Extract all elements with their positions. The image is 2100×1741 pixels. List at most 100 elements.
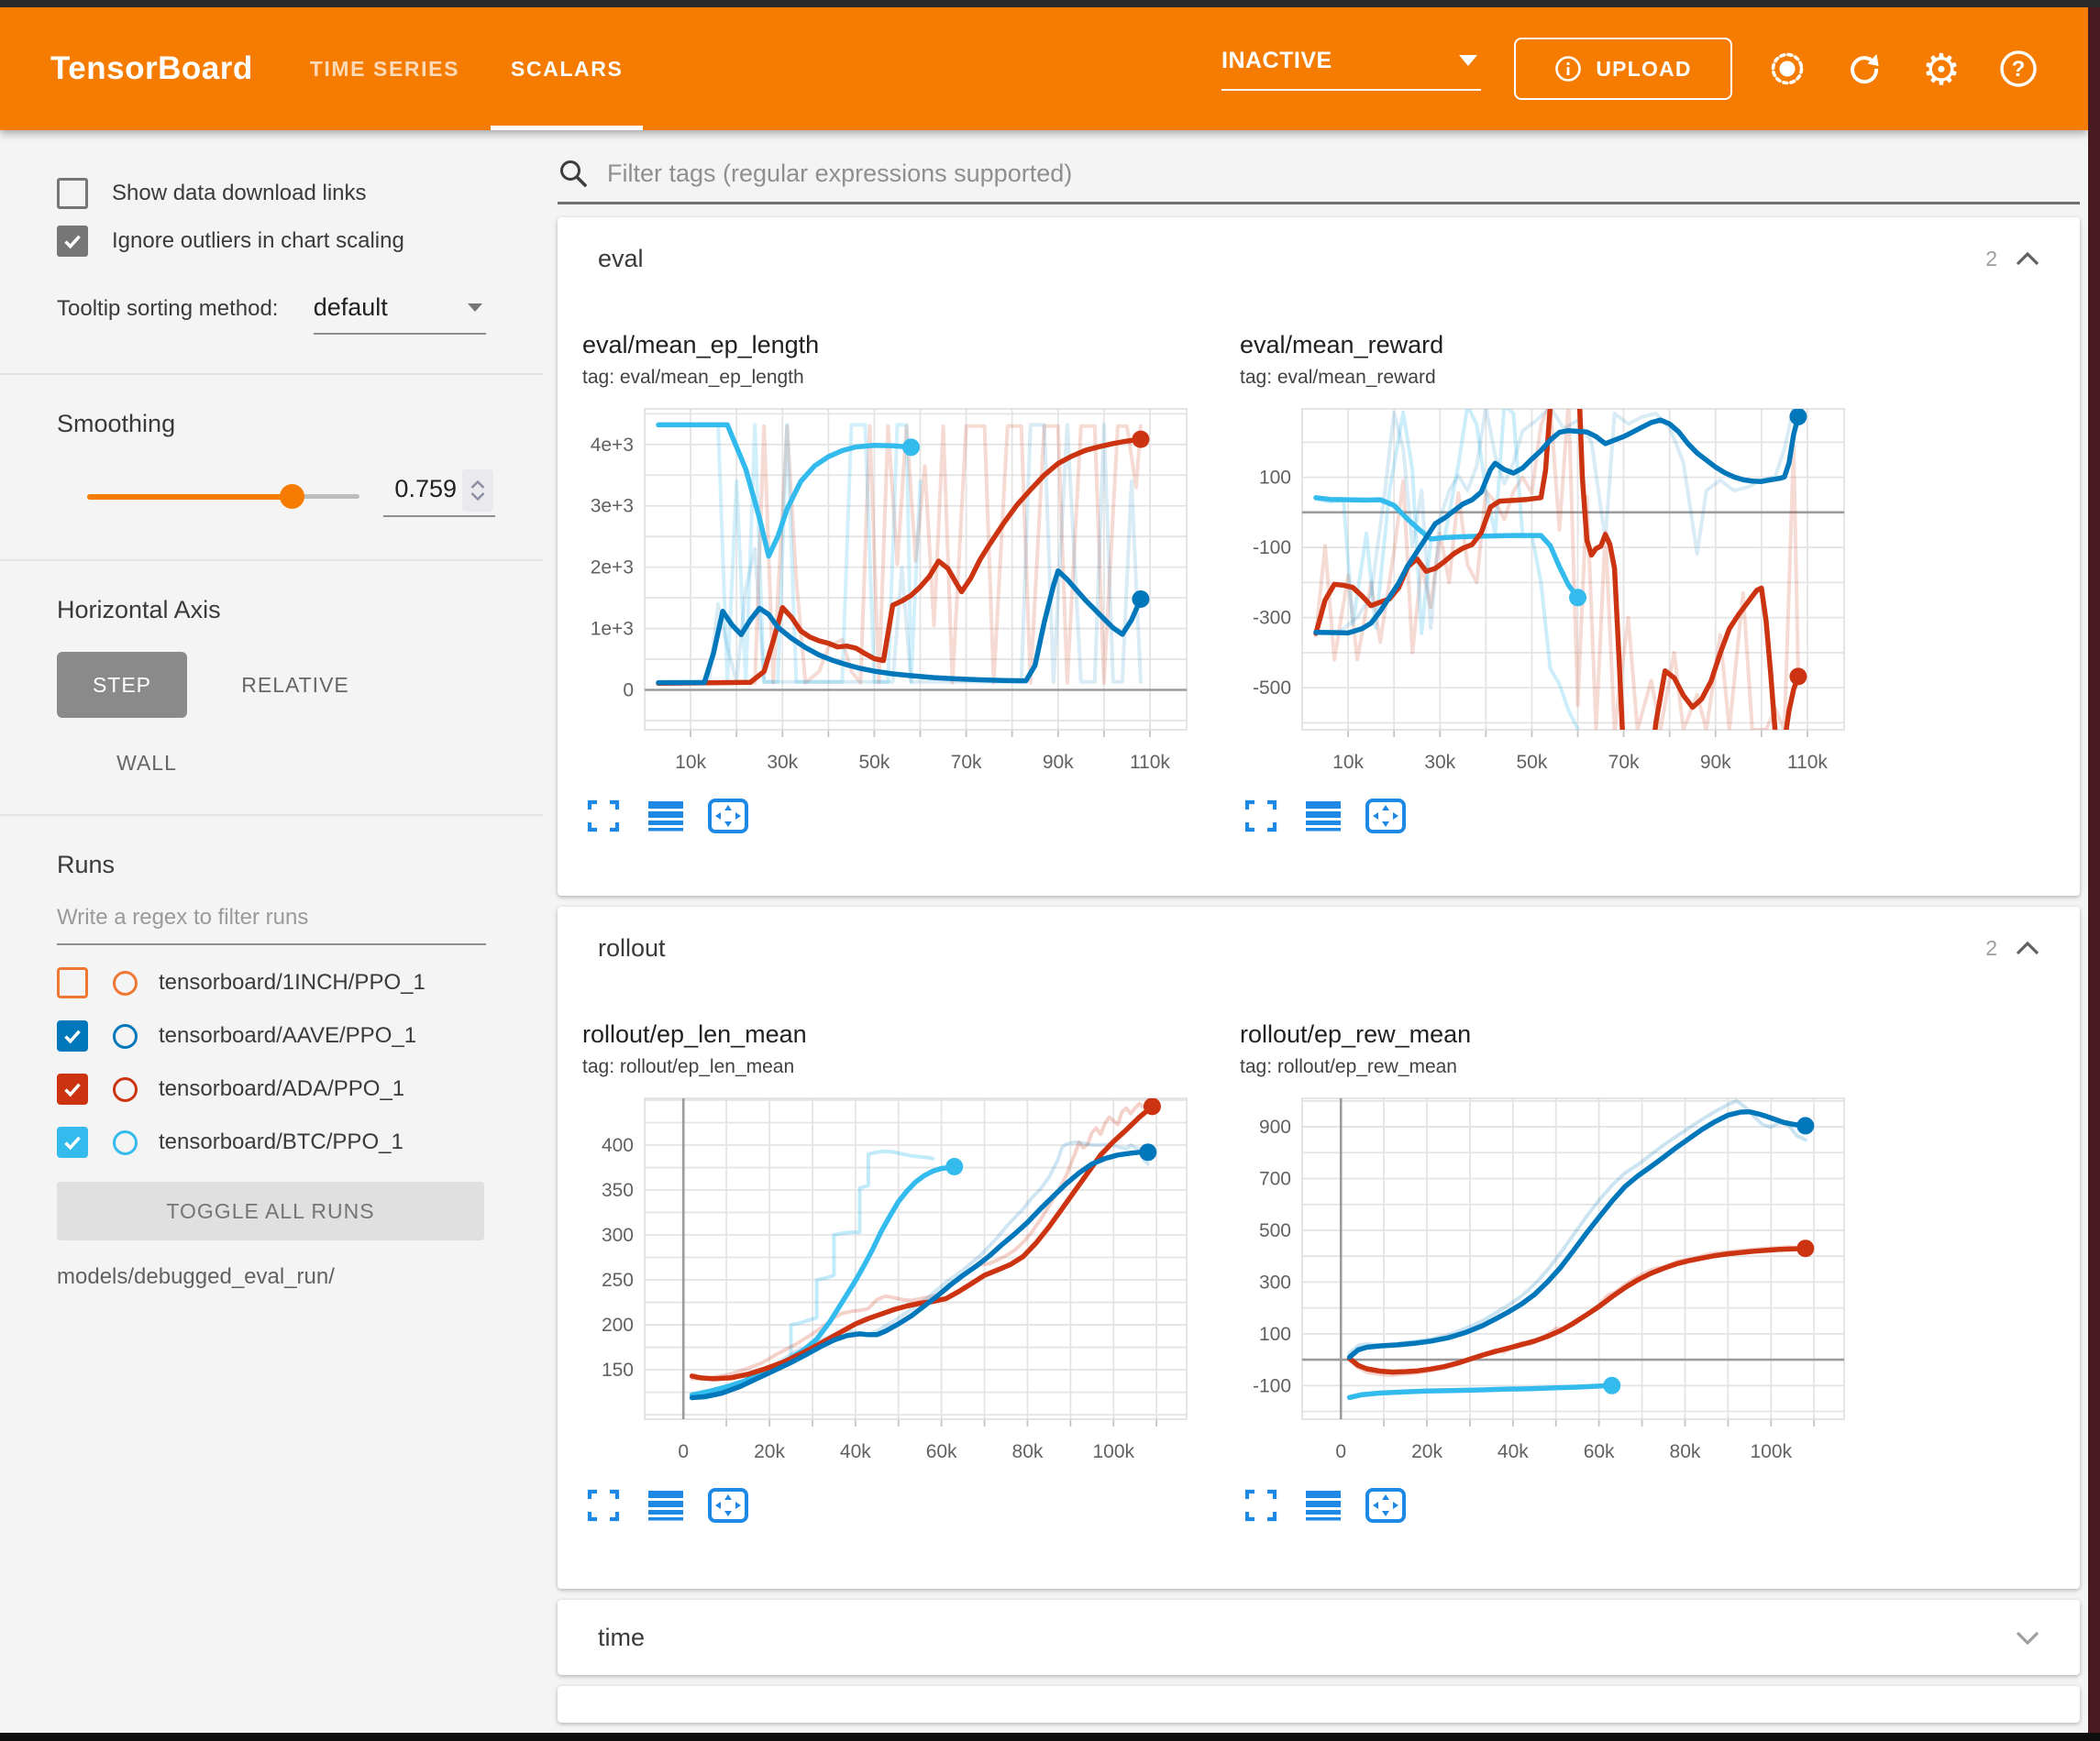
- run-checkbox[interactable]: [57, 967, 88, 998]
- axis-step-button[interactable]: STEP: [57, 652, 187, 718]
- chart-tag: tag: rollout/ep_rew_mean: [1240, 1056, 1850, 1078]
- fit-domain-icon: [707, 798, 749, 834]
- svg-text:1e+3: 1e+3: [591, 619, 634, 640]
- section-header-rollout[interactable]: rollout 2: [558, 907, 2080, 989]
- run-color-circle: [113, 1077, 138, 1102]
- run-checkbox[interactable]: [57, 1074, 88, 1105]
- svg-text:110k: 110k: [1130, 752, 1170, 773]
- svg-text:80k: 80k: [1012, 1441, 1044, 1462]
- smoothing-stepper[interactable]: [462, 469, 493, 512]
- section-title: time: [598, 1624, 645, 1652]
- svg-text:-100: -100: [1253, 1375, 1291, 1396]
- log-scale-lines-icon: [1304, 798, 1343, 834]
- chart-rollout-ep-len-mean[interactable]: 150200250300350400020k40k60k80k100k: [582, 1091, 1192, 1481]
- maximize-card-button[interactable]: [1240, 1484, 1282, 1526]
- svg-text:400: 400: [602, 1135, 634, 1156]
- inactive-dropdown[interactable]: INACTIVE: [1221, 48, 1481, 91]
- rollout-panels: rollout/ep_len_mean tag: rollout/ep_len_…: [558, 989, 2080, 1554]
- run-checkbox[interactable]: [57, 1020, 88, 1052]
- maximize-card-button[interactable]: [582, 795, 624, 837]
- upload-button[interactable]: UPLOAD: [1514, 38, 1732, 100]
- chart-eval-mean-reward[interactable]: 100-100-300-50010k30k50k70k90k110k: [1240, 402, 1850, 791]
- smoothing-label: Smoothing: [57, 410, 486, 438]
- window-bottom-edge: [0, 1733, 2100, 1741]
- smoothing-value[interactable]: 0.759: [385, 475, 457, 503]
- filter-tags-input[interactable]: [605, 159, 2080, 189]
- chevron-up-icon[interactable]: [2016, 252, 2039, 266]
- show-download-links-row[interactable]: Show data download links: [57, 178, 486, 209]
- run-checkbox[interactable]: [57, 1127, 88, 1158]
- section-count: 2: [1985, 247, 1997, 271]
- axis-relative-button[interactable]: RELATIVE: [215, 673, 376, 698]
- log-scale-button[interactable]: [1302, 1484, 1344, 1526]
- help-button[interactable]: ?: [1996, 47, 2040, 91]
- run-color-circle: [113, 1024, 138, 1049]
- svg-text:40k: 40k: [840, 1441, 871, 1462]
- toggle-all-runs-button[interactable]: TOGGLE ALL RUNS: [57, 1182, 484, 1240]
- chart-toolbar: [1240, 795, 1850, 837]
- runs-heading: Runs: [57, 851, 486, 879]
- fit-to-data-button[interactable]: [1365, 795, 1407, 837]
- chevron-up-icon[interactable]: [2016, 942, 2039, 955]
- log-scale-button[interactable]: [1302, 795, 1344, 837]
- section-header-eval[interactable]: eval 2: [558, 217, 2080, 300]
- filter-tags-row: [558, 158, 2080, 204]
- chart-tag: tag: rollout/ep_len_mean: [582, 1056, 1192, 1078]
- divider: [0, 559, 543, 561]
- fit-to-data-button[interactable]: [707, 795, 749, 837]
- header-actions: INACTIVE UPLOAD: [1221, 38, 2040, 100]
- svg-text:4e+3: 4e+3: [591, 435, 634, 456]
- maximize-card-button[interactable]: [582, 1484, 624, 1526]
- tab-scalars[interactable]: SCALARS: [485, 7, 648, 130]
- chart-toolbar: [582, 1484, 1192, 1526]
- svg-text:0: 0: [1335, 1441, 1346, 1462]
- runs-filter-input[interactable]: [57, 896, 486, 945]
- refresh-button[interactable]: [1842, 47, 1886, 91]
- chart-title: eval/mean_reward: [1240, 331, 1850, 359]
- log-scale-button[interactable]: [645, 795, 687, 837]
- maximize-card-button[interactable]: [1240, 795, 1282, 837]
- tooltip-sorting-select[interactable]: default: [314, 293, 486, 335]
- checkbox-unchecked-icon[interactable]: [57, 178, 88, 209]
- fit-to-data-button[interactable]: [707, 1484, 749, 1526]
- axis-wall-button[interactable]: WALL: [94, 751, 200, 776]
- settings-button[interactable]: ⚙: [1919, 47, 1963, 91]
- tab-time-series[interactable]: TIME SERIES: [284, 7, 485, 130]
- chart-eval-mean-ep-length[interactable]: 01e+32e+33e+34e+310k30k50k70k90k110k: [582, 402, 1192, 791]
- chevron-down-icon[interactable]: [2016, 1631, 2039, 1645]
- svg-text:90k: 90k: [1700, 752, 1731, 773]
- svg-text:-500: -500: [1253, 678, 1291, 699]
- svg-text:20k: 20k: [754, 1441, 785, 1462]
- fit-to-data-button[interactable]: [1365, 1484, 1407, 1526]
- svg-text:-300: -300: [1253, 608, 1291, 629]
- info-icon: [1554, 55, 1582, 83]
- run-color-circle: [113, 1130, 138, 1155]
- svg-text:100k: 100k: [1092, 1441, 1134, 1462]
- run-row-btc[interactable]: tensorboard/BTC/PPO_1: [57, 1127, 486, 1158]
- svg-text:300: 300: [1259, 1272, 1291, 1293]
- run-row-aave[interactable]: tensorboard/AAVE/PPO_1: [57, 1020, 486, 1052]
- section-header-right: 2: [1985, 247, 2039, 271]
- svg-text:?: ?: [2012, 57, 2026, 82]
- chart-title: rollout/ep_rew_mean: [1240, 1020, 1850, 1049]
- tooltip-sorting-label: Tooltip sorting method:: [57, 293, 295, 335]
- chart-panel-rollout-ep-rew-mean: rollout/ep_rew_mean tag: rollout/ep_rew_…: [1240, 1020, 1850, 1526]
- fullscreen-icon: [585, 1487, 622, 1524]
- section-header-time[interactable]: time: [558, 1600, 2080, 1675]
- chart-rollout-ep-rew-mean[interactable]: -100100300500700900020k40k60k80k100k: [1240, 1091, 1850, 1481]
- run-row-1inch[interactable]: tensorboard/1INCH/PPO_1: [57, 967, 486, 998]
- run-label: tensorboard/ADA/PPO_1: [159, 1076, 404, 1102]
- chart-tag: tag: eval/mean_ep_length: [582, 367, 1192, 389]
- log-scale-button[interactable]: [645, 1484, 687, 1526]
- chevron-down-icon: [468, 303, 482, 312]
- ignore-outliers-row[interactable]: Ignore outliers in chart scaling: [57, 226, 486, 257]
- log-scale-lines-icon: [1304, 1487, 1343, 1524]
- run-row-ada[interactable]: tensorboard/ADA/PPO_1: [57, 1074, 486, 1105]
- checkbox-checked-icon[interactable]: [57, 226, 88, 257]
- brightness-button[interactable]: [1765, 47, 1809, 91]
- svg-text:110k: 110k: [1787, 752, 1828, 773]
- help-icon: ?: [1997, 48, 2039, 90]
- smoothing-slider-knob[interactable]: [280, 484, 304, 509]
- svg-text:40k: 40k: [1498, 1441, 1529, 1462]
- svg-text:2e+3: 2e+3: [591, 557, 634, 578]
